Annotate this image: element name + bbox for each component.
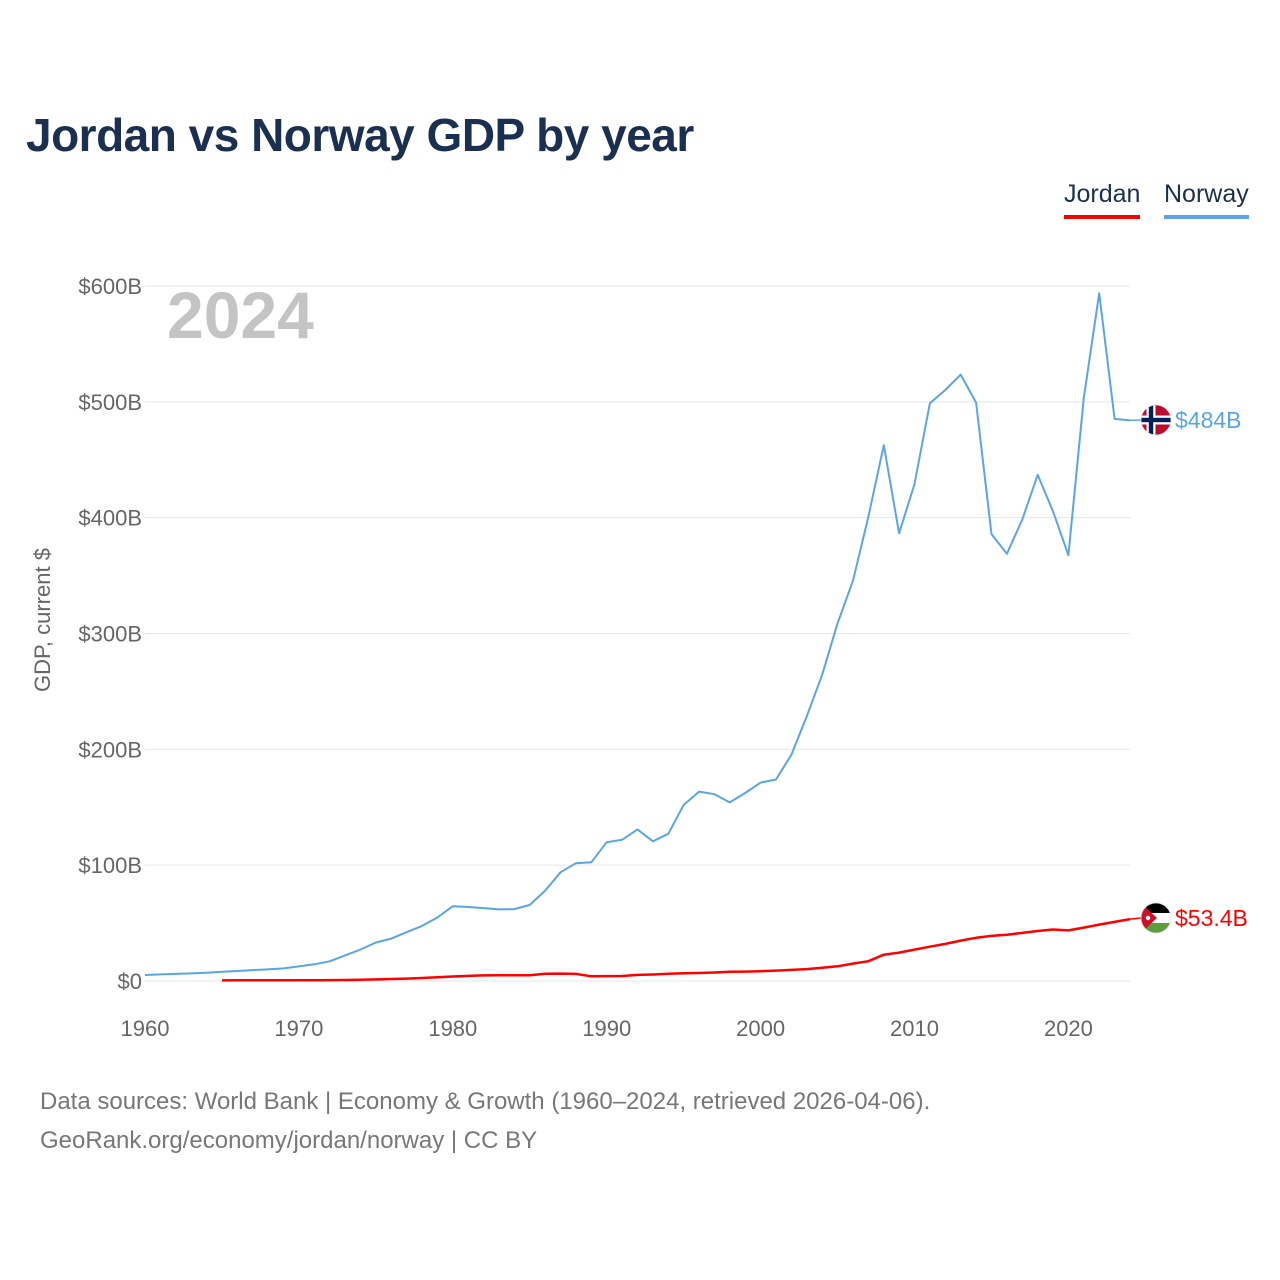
- current-year-label: 2024: [167, 278, 314, 352]
- x-axis-ticks: 1960 1970 1980 1990 2000 2010 2020: [121, 1016, 1093, 1041]
- end-value-label-norway: $484B: [1175, 407, 1242, 433]
- attribution-line: GeoRank.org/economy/jordan/norway | CC B…: [40, 1127, 538, 1154]
- footer: Data sources: World Bank | Economy & Gro…: [40, 1082, 930, 1160]
- series-line-norway[interactable]: [144, 292, 1131, 976]
- end-connector-jordan: [1129, 917, 1142, 920]
- y-tick-label: $100B: [78, 853, 142, 878]
- y-tick-label: $500B: [78, 390, 142, 415]
- legend-item-jordan[interactable]: Jordan: [1064, 180, 1141, 219]
- chart-title: Jordan vs Norway GDP by year: [26, 109, 694, 161]
- y-axis-ticks: $0 $100B $200B $300B $400B $500B $600B: [78, 274, 142, 994]
- end-value-label-jordan: $53.4B: [1175, 905, 1248, 931]
- gridlines: [145, 285, 1130, 982]
- y-tick-label: $0: [118, 969, 142, 994]
- legend-item-norway[interactable]: Norway: [1164, 180, 1249, 219]
- x-tick-label: 2010: [890, 1016, 939, 1041]
- x-tick-label: 1980: [428, 1016, 477, 1041]
- jordan-flag-icon: [1140, 902, 1172, 934]
- x-tick-label: 2000: [736, 1016, 785, 1041]
- series-end-labels: $53.4B $484B: [1129, 404, 1248, 934]
- y-tick-label: $300B: [78, 622, 142, 647]
- norway-flag-icon: [1140, 404, 1172, 436]
- x-tick-label: 2020: [1044, 1016, 1093, 1041]
- gdp-line-chart: 2024 $0 $100B $200B $300B $400B $500B $600B 19…: [30, 274, 1248, 1041]
- x-tick-label: 1960: [121, 1016, 170, 1041]
- y-axis-label: GDP, current $: [30, 548, 55, 692]
- series-lines: [144, 292, 1131, 982]
- y-tick-label: $200B: [78, 737, 142, 762]
- y-tick-label: $600B: [78, 274, 142, 299]
- x-tick-label: 1990: [582, 1016, 631, 1041]
- y-tick-label: $400B: [78, 506, 142, 531]
- series-line-jordan[interactable]: [221, 917, 1131, 982]
- x-tick-label: 1970: [274, 1016, 323, 1041]
- data-source-line: Data sources: World Bank | Economy & Gro…: [40, 1088, 931, 1115]
